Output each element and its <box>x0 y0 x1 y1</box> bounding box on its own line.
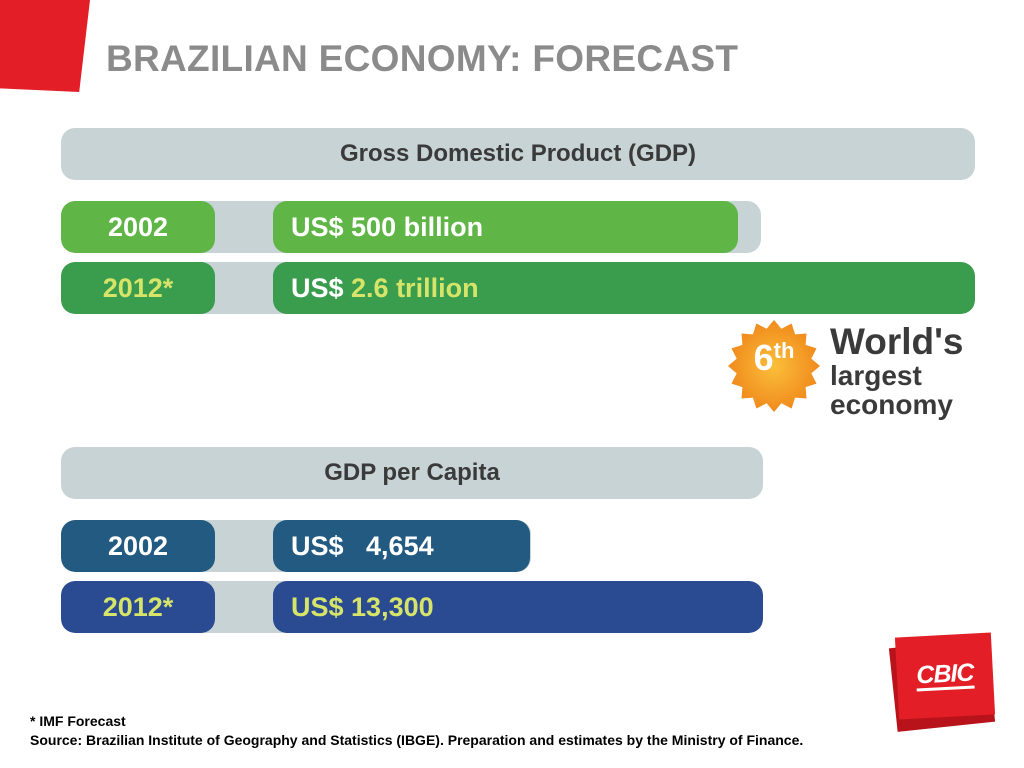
rank-caption-line3: economy <box>830 389 953 420</box>
capita-year-2002: 2002 <box>61 520 215 572</box>
footnote: * IMF Forecast Source: Brazilian Institu… <box>30 712 803 750</box>
gdp-year-2002: 2002 <box>61 201 215 253</box>
capita-row-2012: 2012* US$ 13,300 <box>61 581 763 633</box>
capita-value-prefix-2012: US$ <box>291 591 352 622</box>
gdp-value-bar-2002: US$ 500 billion <box>273 201 738 253</box>
gdp-header-label: Gross Domestic Product (GDP) <box>339 140 697 167</box>
gdp-value-amount-2002: 500 billion <box>351 211 484 242</box>
capita-value-amount-2002: 4,654 <box>366 530 434 561</box>
capita-year-2012: 2012* <box>61 581 215 633</box>
gdp-year-2012-label: 2012* <box>102 272 174 303</box>
logo-text: CBIC <box>915 658 975 692</box>
capita-header: GDP per Capita <box>61 447 763 499</box>
starburst-icon <box>728 320 820 412</box>
rank-caption: World's largest economy <box>830 323 964 419</box>
footnote-source: Source: Brazilian Institute of Geography… <box>30 732 804 748</box>
gdp-value-bar-2012: US$ 2.6 trillion <box>273 262 975 314</box>
gdp-value-prefix-2002: US$ <box>291 211 352 242</box>
logo-face: CBIC <box>894 632 996 720</box>
gdp-header: Gross Domestic Product (GDP) <box>61 128 975 180</box>
capita-value-bar-2002: US$ 4,654 <box>273 520 530 572</box>
page-title: BRAZILIAN ECONOMY: FORECAST <box>106 38 739 79</box>
capita-value-prefix-2002: US$ <box>291 530 367 561</box>
rank-suffix: th <box>773 338 795 363</box>
capita-row-2002: 2002 US$ 4,654 <box>61 520 763 572</box>
gdp-row-2012: 2012* US$ 2.6 trillion <box>61 262 975 314</box>
capita-header-label: GDP per Capita <box>324 459 500 486</box>
gdp-value-amount-2012: 2.6 trillion <box>351 272 479 303</box>
rank-number: 6 <box>753 337 774 378</box>
rank-caption-line1: World's <box>830 321 964 362</box>
rank-badge: 6th <box>728 337 820 379</box>
capita-year-2012-label: 2012* <box>102 591 174 622</box>
footnote-forecast: * IMF Forecast <box>30 713 126 729</box>
gdp-value-prefix-2012: US$ <box>291 272 352 303</box>
gdp-row-2002: 2002 US$ 500 billion <box>61 201 975 253</box>
capita-value-amount-2012: 13,300 <box>351 591 434 622</box>
gdp-year-2002-label: 2002 <box>107 211 169 242</box>
capita-year-2002-label: 2002 <box>107 530 169 561</box>
rank-caption-line2: largest <box>830 360 922 391</box>
capita-value-bar-2012: US$ 13,300 <box>273 581 763 633</box>
gdp-year-2012: 2012* <box>61 262 215 314</box>
corner-accent <box>0 0 90 92</box>
cbic-logo: CBIC <box>888 632 997 732</box>
